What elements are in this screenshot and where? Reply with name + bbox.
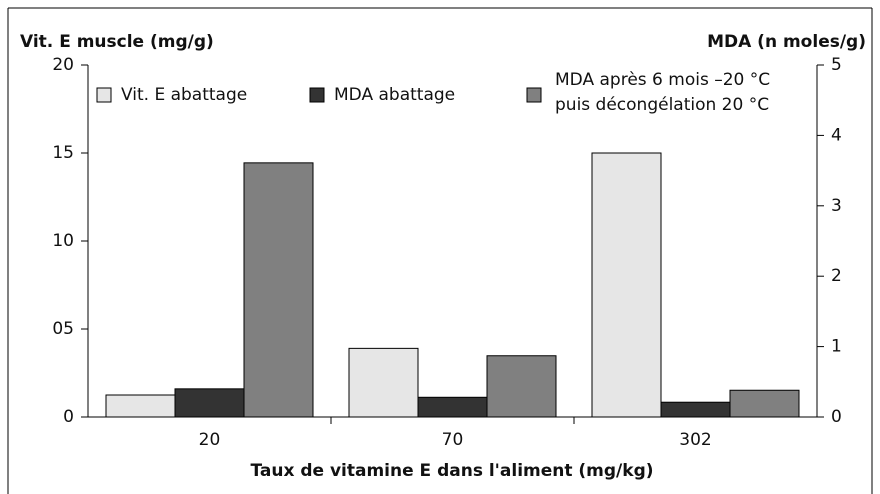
y-axis-title: Vit. E muscle (mg/g) — [20, 32, 214, 52]
bar — [660, 401, 731, 418]
legend-label: Vit. E abattage — [121, 85, 247, 105]
bar — [729, 389, 800, 418]
y2-tick-label: 3 — [831, 196, 842, 216]
y-tick-label: 15 — [52, 143, 74, 163]
legend-swatch — [309, 87, 325, 103]
y-tick-label: 20 — [52, 55, 74, 75]
bar — [105, 394, 176, 418]
y2-tick-label: 1 — [831, 337, 842, 357]
legend-label: MDA abattage — [334, 85, 455, 105]
bar — [591, 152, 662, 418]
x-tick-label: 20 — [199, 430, 221, 450]
legend-swatch — [96, 87, 112, 103]
bar — [486, 355, 557, 418]
bar — [417, 396, 488, 418]
y2-tick-label: 4 — [831, 125, 842, 145]
x-tick-label: 302 — [679, 430, 711, 450]
y-tick-label: 10 — [52, 231, 74, 251]
y-tick-label: 05 — [52, 319, 74, 339]
bar — [243, 162, 314, 418]
bar — [348, 347, 419, 418]
y2-tick-label: 2 — [831, 266, 842, 286]
x-tick-label: 70 — [442, 430, 464, 450]
y2-tick-label: 0 — [831, 407, 842, 427]
y2-tick-label: 5 — [831, 55, 842, 75]
legend-swatch — [526, 87, 542, 103]
legend-label: MDA après 6 mois –20 °C puis décongélati… — [555, 70, 771, 115]
y-tick-label: 0 — [63, 407, 74, 427]
y2-axis-title: MDA (n moles/g) — [707, 32, 866, 52]
bar — [174, 388, 245, 418]
x-axis-title: Taux de vitamine E dans l'aliment (mg/kg… — [250, 461, 653, 481]
